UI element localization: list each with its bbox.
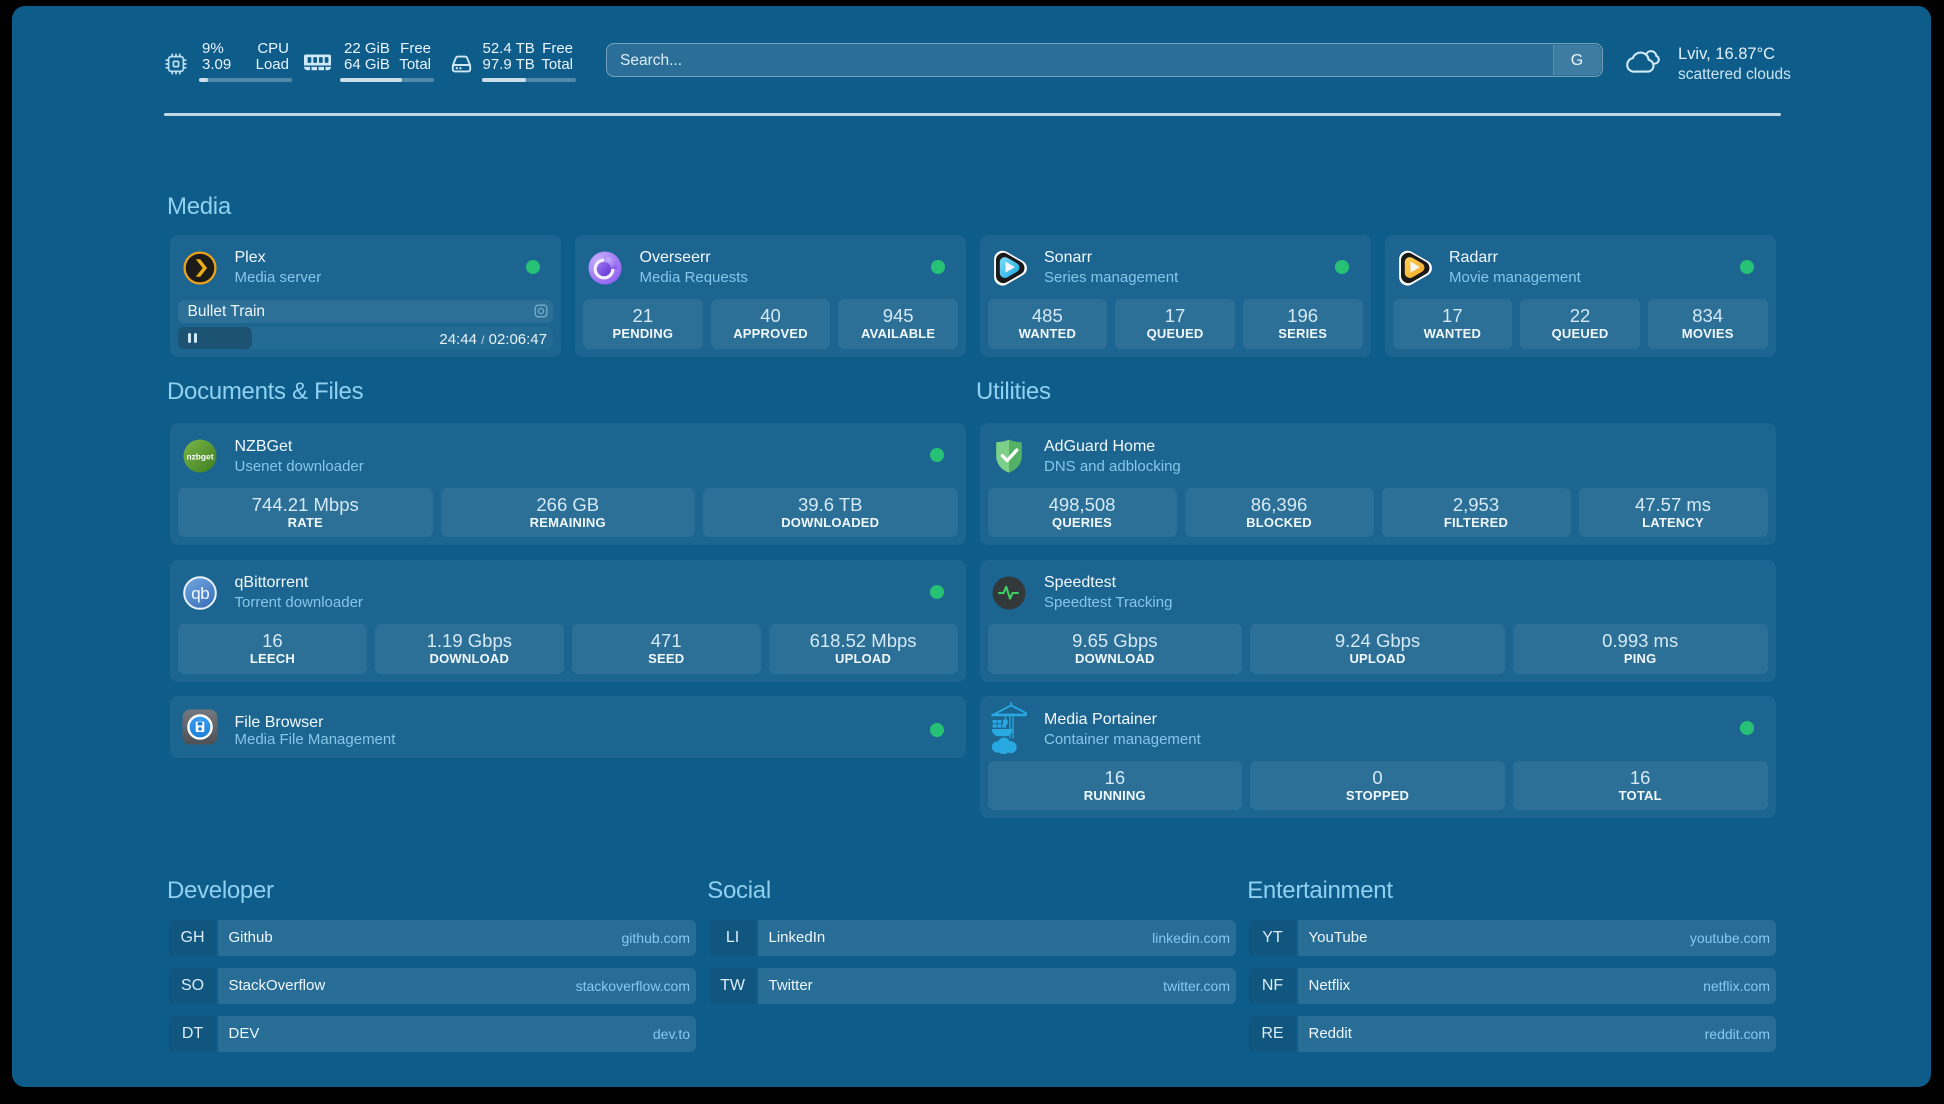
svg-text:nzbget: nzbget bbox=[186, 452, 213, 462]
svg-text:qb: qb bbox=[191, 584, 209, 603]
